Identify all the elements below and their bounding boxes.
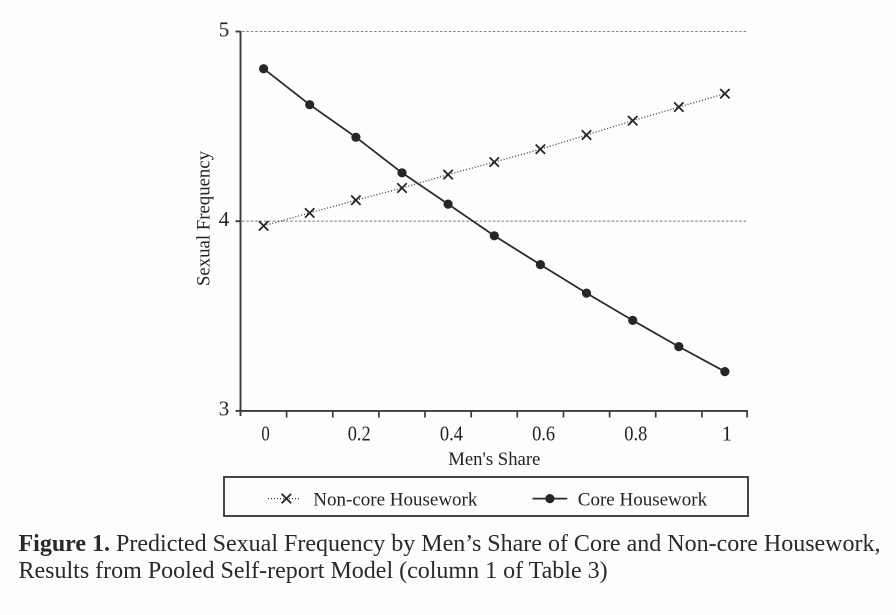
svg-text:0.8: 0.8 <box>624 421 647 445</box>
svg-text:0.2: 0.2 <box>348 421 371 445</box>
svg-text:3: 3 <box>219 397 230 421</box>
svg-text:5: 5 <box>219 17 230 41</box>
svg-text:0.4: 0.4 <box>440 421 463 445</box>
svg-text:0: 0 <box>261 421 269 445</box>
svg-text:4: 4 <box>219 207 230 231</box>
svg-text:Men's Share: Men's Share <box>448 449 540 470</box>
svg-text:Core Housework: Core Housework <box>578 489 708 510</box>
svg-text:Non-core Housework: Non-core Housework <box>313 489 478 510</box>
svg-text:1: 1 <box>722 421 733 445</box>
svg-text:0.6: 0.6 <box>532 421 555 445</box>
svg-text:Sexual Frequency: Sexual Frequency <box>194 150 215 286</box>
